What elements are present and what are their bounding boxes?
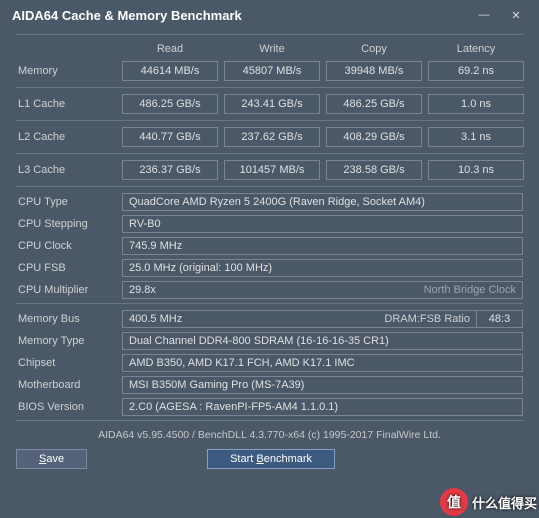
cell[interactable]: 10.3 ns [428,160,524,180]
watermark: 值 什么值得买 [440,488,537,516]
value-mobo: MSI B350M Gaming Pro (MS-7A39) [122,376,523,394]
cell[interactable]: 237.62 GB/s [224,127,320,147]
title-bar: AIDA64 Cache & Memory Benchmark — ✕ [0,0,539,30]
value-mem-type: Dual Channel DDR4-800 SDRAM (16-16-16-35… [122,332,523,350]
cell[interactable]: 44614 MB/s [122,61,218,81]
row-label: L2 Cache [16,131,116,143]
row-l1: L1 Cache 486.25 GB/s 243.41 GB/s 486.25 … [16,94,523,114]
minimize-icon[interactable]: — [469,9,499,22]
footer-text: AIDA64 v5.95.4500 / BenchDLL 4.3.770-x64… [16,429,523,441]
col-write: Write [224,41,320,61]
watermark-text: 什么值得买 [472,493,537,512]
north-bridge-clock-label: North Bridge Clock [243,282,522,298]
cell[interactable]: 243.41 GB/s [224,94,320,114]
dram-ratio-label: DRAM:FSB Ratio [273,311,476,327]
col-read: Read [122,41,218,61]
col-latency: Latency [428,41,524,61]
col-copy: Copy [326,41,422,61]
value-cpu-fsb: 25.0 MHz (original: 100 MHz) [122,259,523,277]
label-cpu-mult: CPU Multiplier [16,284,116,296]
label-bios: BIOS Version [16,401,116,413]
row-l2: L2 Cache 440.77 GB/s 237.62 GB/s 408.29 … [16,127,523,147]
cell[interactable]: 486.25 GB/s [122,94,218,114]
cell[interactable]: 39948 MB/s [326,61,422,81]
cell[interactable]: 45807 MB/s [224,61,320,81]
value-cpu-clock: 745.9 MHz [122,237,523,255]
label-cpu-fsb: CPU FSB [16,262,116,274]
value-cpu-stepping: RV-B0 [122,215,523,233]
label-mem-type: Memory Type [16,335,116,347]
start-benchmark-button[interactable]: Start Benchmark [207,449,335,469]
label-mem-bus: Memory Bus [16,313,116,325]
row-l3: L3 Cache 236.37 GB/s 101457 MB/s 238.58 … [16,160,523,180]
label-cpu-stepping: CPU Stepping [16,218,116,230]
cell[interactable]: 3.1 ns [428,127,524,147]
value-chipset: AMD B350, AMD K17.1 FCH, AMD K17.1 IMC [122,354,523,372]
label-mobo: Motherboard [16,379,116,391]
value-mem-bus: 400.5 MHz DRAM:FSB Ratio 48:3 [122,310,523,328]
row-memory: Memory 44614 MB/s 45807 MB/s 39948 MB/s … [16,61,523,81]
value-cpu-type: QuadCore AMD Ryzen 5 2400G (Raven Ridge,… [122,193,523,211]
value-bios: 2.C0 (AGESA : RavenPI-FP5-AM4 1.1.0.1) [122,398,523,416]
cell[interactable]: 440.77 GB/s [122,127,218,147]
row-label: L1 Cache [16,98,116,110]
header-row: Read Write Copy Latency [16,41,523,61]
cell[interactable]: 408.29 GB/s [326,127,422,147]
save-button[interactable]: Save [16,449,87,469]
window-title: AIDA64 Cache & Memory Benchmark [8,8,469,23]
label-cpu-clock: CPU Clock [16,240,116,252]
cell[interactable]: 101457 MB/s [224,160,320,180]
watermark-icon: 值 [440,488,468,516]
cell[interactable]: 69.2 ns [428,61,524,81]
cell[interactable]: 1.0 ns [428,94,524,114]
row-label: L3 Cache [16,164,116,176]
cell[interactable]: 486.25 GB/s [326,94,422,114]
cell[interactable]: 238.58 GB/s [326,160,422,180]
value-cpu-mult: 29.8x North Bridge Clock [122,281,523,299]
row-label: Memory [16,65,116,77]
label-cpu-type: CPU Type [16,196,116,208]
label-chipset: Chipset [16,357,116,369]
dram-ratio-value: 48:3 [476,311,522,327]
close-icon[interactable]: ✕ [501,9,531,22]
cell[interactable]: 236.37 GB/s [122,160,218,180]
